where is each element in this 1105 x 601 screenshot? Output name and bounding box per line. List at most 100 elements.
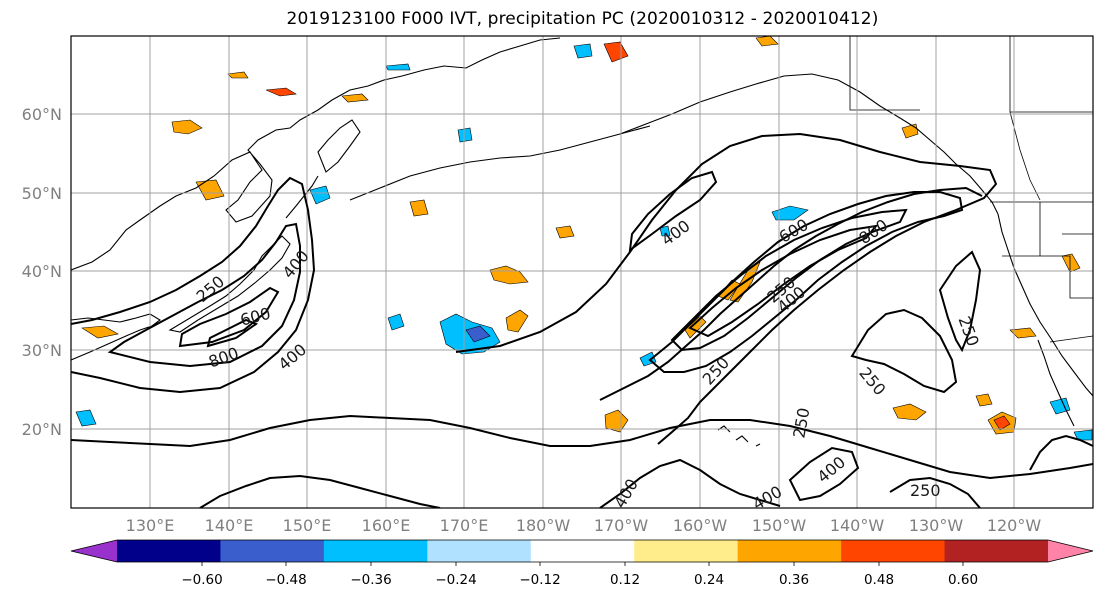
border-us-mexico bbox=[1049, 335, 1093, 343]
colorbar-tick-label: 0.24 bbox=[694, 572, 724, 588]
lon-tick-label: 150°E bbox=[283, 516, 332, 535]
precip-blob-warm bbox=[1061, 253, 1081, 273]
precip-blob-warm bbox=[603, 41, 629, 63]
ivt-contour-250-se bbox=[889, 476, 981, 508]
colorbar-tick-label: −0.48 bbox=[265, 572, 306, 588]
lon-tick-label: 120°W bbox=[987, 516, 1042, 535]
chart-title: 2019123100 F000 IVT, precipitation PC (2… bbox=[286, 9, 879, 29]
colorbar-segment bbox=[634, 540, 739, 562]
ivt-contour-250-west bbox=[71, 176, 316, 394]
colorbar-segment bbox=[427, 540, 532, 562]
colorbar-tick-label: −0.24 bbox=[435, 572, 476, 588]
ivt-contour-250-south bbox=[71, 414, 1093, 480]
lon-tick-label: 130°E bbox=[126, 516, 175, 535]
precip-blob-warm bbox=[227, 71, 249, 79]
ivt-contour-400-south-c bbox=[788, 446, 860, 502]
colorbar-outline bbox=[70, 539, 1094, 563]
na-west-coast bbox=[997, 213, 1093, 397]
lon-tick-label: 180°W bbox=[516, 516, 571, 535]
ivt-contour-400-upper bbox=[628, 170, 718, 253]
colorbar-segment bbox=[323, 540, 428, 562]
precip-blob-cold bbox=[1073, 429, 1093, 441]
precip-blob-warm bbox=[604, 409, 629, 433]
colorbar-segment bbox=[220, 540, 325, 562]
colorbar-tick-label: −0.12 bbox=[519, 572, 560, 588]
lat-tick-label: 50°N bbox=[22, 184, 62, 203]
colorbar-tick-labels: −0.60 −0.48 −0.36 −0.24 −0.12 0.12 0.24 … bbox=[181, 572, 978, 588]
precip-blob-warm bbox=[555, 225, 575, 239]
colorbar-tick-label: 0.12 bbox=[610, 572, 640, 588]
precip-blob-cold bbox=[465, 325, 491, 343]
precip-blob-warm bbox=[892, 403, 927, 421]
border-alaska-canada bbox=[849, 36, 920, 111]
border-us-states-1 bbox=[1039, 202, 1093, 299]
precip-blob-warm bbox=[975, 393, 993, 407]
colorbar-tick-label: −0.36 bbox=[350, 572, 391, 588]
precip-blob-cold bbox=[387, 313, 405, 331]
precip-blob-warm bbox=[195, 179, 225, 201]
political-borders bbox=[849, 36, 1093, 343]
lon-tick-label: 160°E bbox=[362, 516, 411, 535]
lon-tick-label: 170°W bbox=[594, 516, 649, 535]
colorbar-tick-label: 0.36 bbox=[779, 572, 809, 588]
precip-blob-warm bbox=[81, 325, 119, 339]
colorbar-extend-low bbox=[71, 540, 117, 562]
ivt-contour-250-far-east bbox=[938, 250, 982, 353]
ivt-contour-250-central bbox=[455, 132, 998, 445]
kamchatka-coast bbox=[317, 119, 361, 173]
colorbar-tick-label: 0.60 bbox=[948, 572, 978, 588]
border-bc-alberta bbox=[1009, 111, 1041, 201]
precip-blob-cold bbox=[309, 185, 331, 205]
alaska-coast bbox=[619, 73, 999, 215]
precip-blob-warm bbox=[505, 309, 529, 333]
precip-pc-shading bbox=[75, 36, 1093, 441]
japan-islands bbox=[168, 235, 291, 333]
lon-tick-label: 130°W bbox=[909, 516, 964, 535]
colorbar-segments bbox=[117, 540, 1049, 562]
lat-tick-label: 40°N bbox=[22, 262, 62, 281]
precip-blob-warm bbox=[684, 315, 707, 339]
contour-label: 250 bbox=[910, 481, 941, 500]
ivt-contour-600-west bbox=[178, 286, 280, 348]
colorbar-segment bbox=[841, 540, 946, 562]
aleutian-islands bbox=[349, 125, 651, 201]
precip-blob-warm bbox=[171, 119, 203, 135]
latitude-labels: 20°N 30°N 40°N 50°N 60°N bbox=[22, 105, 62, 439]
colorbar-extend-high bbox=[1048, 540, 1093, 562]
precip-blob-warm bbox=[755, 36, 779, 47]
precip-blob-hot bbox=[993, 415, 1011, 431]
ivt-contour-400-south-b bbox=[599, 458, 781, 508]
precip-blob-cold bbox=[659, 225, 671, 237]
ivt-contour-250-central-b bbox=[599, 186, 983, 401]
map-background bbox=[71, 36, 1093, 508]
ivt-contour-800-central bbox=[688, 224, 879, 338]
asia-coast-lower bbox=[71, 313, 161, 361]
lon-tick-label: 140°E bbox=[205, 516, 254, 535]
colorbar-tick-label: −0.60 bbox=[181, 572, 222, 588]
colorbar-segment bbox=[944, 540, 1049, 562]
colorbar: −0.60 −0.48 −0.36 −0.24 −0.12 0.12 0.24 … bbox=[70, 539, 1094, 588]
lon-tick-label: 170°E bbox=[440, 516, 489, 535]
lon-tick-label: 160°W bbox=[673, 516, 728, 535]
ivt-contour-800-west bbox=[206, 318, 259, 348]
precip-blob-cold bbox=[385, 63, 411, 71]
baja-coast bbox=[1037, 339, 1075, 427]
colorbar-segment bbox=[117, 540, 221, 562]
precip-blob-warm bbox=[341, 93, 369, 103]
map-frame bbox=[70, 35, 1094, 509]
lat-tick-label: 60°N bbox=[22, 105, 62, 124]
ivt-contours bbox=[71, 132, 1093, 508]
precip-blob-cold bbox=[573, 43, 593, 59]
ivt-contour-400-central bbox=[648, 191, 964, 373]
precip-blob-warm bbox=[265, 87, 297, 97]
colorbar-segment bbox=[530, 540, 635, 562]
ivt-contour-250-corner bbox=[1029, 434, 1093, 471]
colorbar-segment bbox=[737, 540, 842, 562]
ivt-contour-600-central bbox=[670, 208, 908, 352]
lat-tick-label: 20°N bbox=[22, 420, 62, 439]
lon-tick-label: 140°W bbox=[830, 516, 885, 535]
lon-tick-label: 150°W bbox=[752, 516, 807, 535]
precip-blob-cold bbox=[771, 205, 809, 221]
precip-blob-cold bbox=[457, 127, 473, 143]
